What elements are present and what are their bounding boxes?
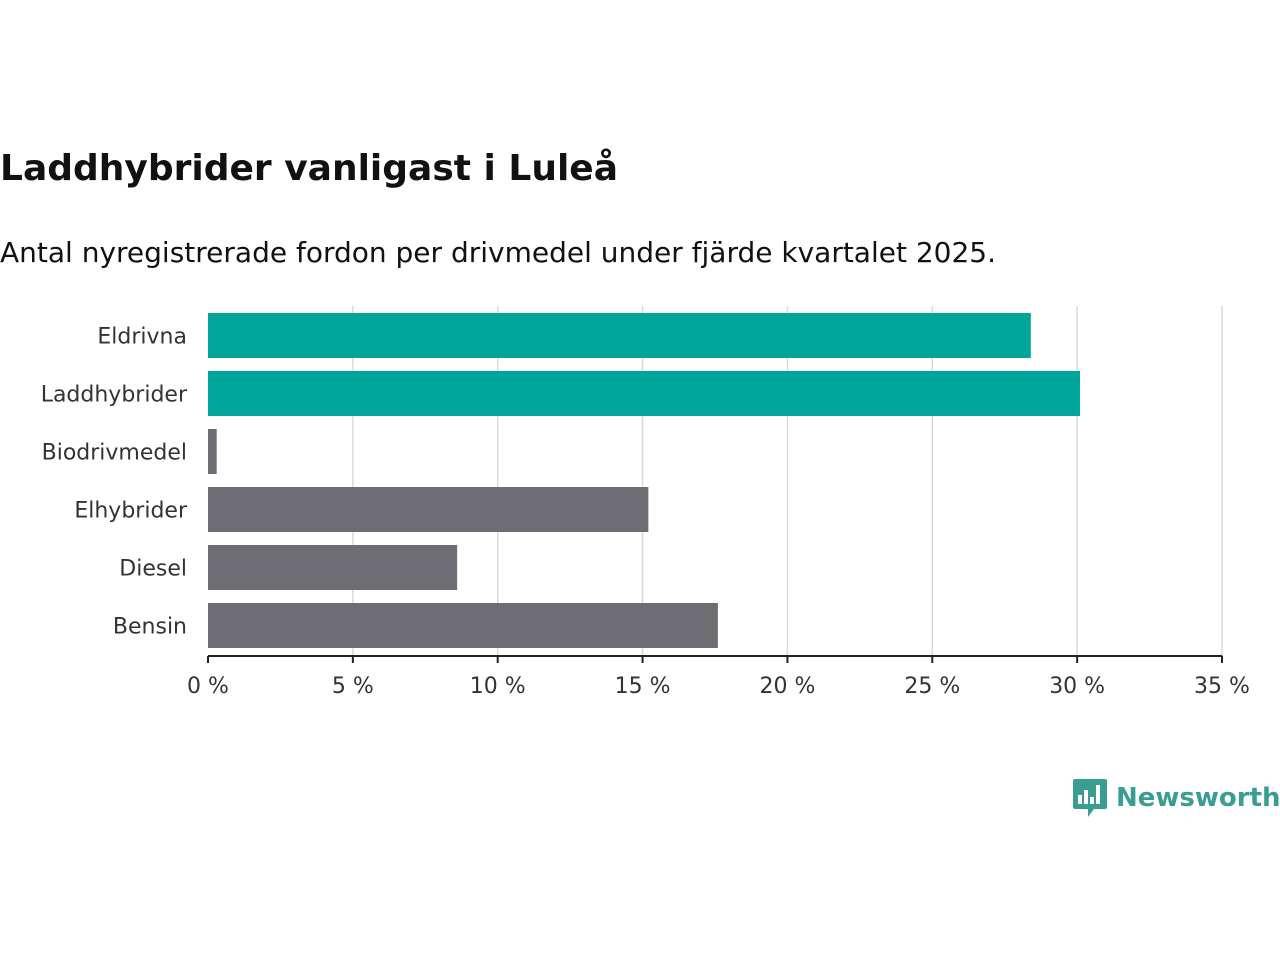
chart-subtitle: Antal nyregistrerade fordon per drivmede… [0,236,997,269]
category-label: Diesel [119,557,187,582]
x-tick-label: 10 % [470,674,526,699]
x-tick-label: 0 % [187,674,229,699]
bar-biodrivmedel [208,429,217,474]
newsworthy-logo: Newsworthy [1072,776,1280,820]
bar-elhybrider [208,487,649,532]
bar-bensin [208,603,718,648]
category-label: Bensin [113,615,187,640]
x-tick-label: 15 % [615,674,671,699]
newsworthy-bar-chart-icon [1073,779,1107,817]
category-label: Laddhybrider [41,383,188,408]
x-tick-label: 30 % [1049,674,1105,699]
bar-eldrivna [208,313,1031,358]
category-label: Biodrivmedel [42,441,187,466]
bar-diesel [208,545,458,590]
x-axis: 0 % 5 % 10 % 15 % 20 % 25 % 30 % 35 % [187,655,1250,699]
x-tick-label: 25 % [904,674,960,699]
x-tick-label: 5 % [332,674,374,699]
category-label: Eldrivna [97,325,187,350]
x-tick-label: 20 % [759,674,815,699]
logo-text: Newsworthy [1116,783,1280,813]
chart-title: Laddhybrider vanligast i Luleå [0,148,618,189]
category-labels: Eldrivna Laddhybrider Biodrivmedel Elhybrid… [41,325,188,640]
bars [208,313,1081,648]
x-tick-label: 35 % [1194,674,1250,699]
grid-lines [352,306,1223,656]
bar-laddhybrider [208,371,1081,416]
category-label: Elhybrider [74,499,188,524]
